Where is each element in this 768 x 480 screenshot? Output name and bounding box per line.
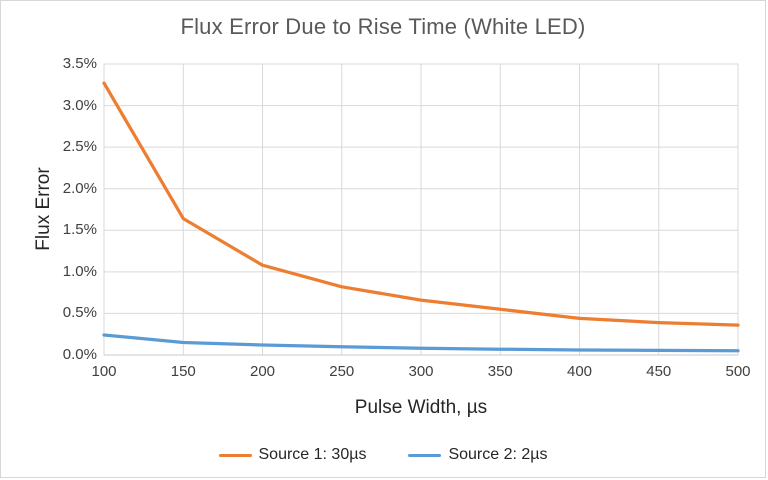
legend-item: Source 2: 2µs [408, 446, 548, 464]
x-tick-label: 100 [91, 363, 117, 380]
y-tick-label: 2.5% [62, 138, 97, 156]
y-tick-label: 3.5% [62, 55, 97, 72]
y-tick-label: 2.0% [62, 179, 97, 197]
legend-label: Source 2: 2µs [448, 446, 548, 463]
y-tick-label: 1.0% [62, 262, 97, 280]
y-tick-label: 0.0% [62, 346, 97, 363]
x-tick-label: 450 [646, 363, 672, 380]
y-tick-label: 1.5% [62, 221, 97, 239]
legend-label: Source 1: 30µs [258, 446, 367, 463]
chart-title: Flux Error Due to Rise Time (White LED) [180, 14, 586, 39]
x-tick-label: 500 [725, 363, 751, 380]
legend-item: Source 1: 30µs [218, 446, 367, 464]
series-line-source-2-2-s [102, 333, 740, 353]
legend-line-marker [408, 453, 442, 457]
y-axis-title: Flux Error [33, 167, 54, 251]
x-tick-label: 350 [487, 363, 513, 380]
legend-line-marker [218, 453, 252, 457]
x-tick-label: 150 [170, 363, 196, 380]
x-tick-label: 300 [408, 363, 434, 380]
y-tick-label: 3.0% [62, 96, 97, 114]
legend: Source 1: 30µs Source 2: 2µs [1, 446, 765, 464]
y-tick-label: 0.5% [62, 304, 97, 322]
x-tick-label: 200 [249, 363, 276, 380]
x-tick-label: 400 [566, 363, 593, 380]
series-line-source-1-30-s [102, 81, 740, 327]
x-axis-title: Pulse Width, µs [354, 397, 488, 418]
x-tick-label: 250 [329, 363, 355, 380]
